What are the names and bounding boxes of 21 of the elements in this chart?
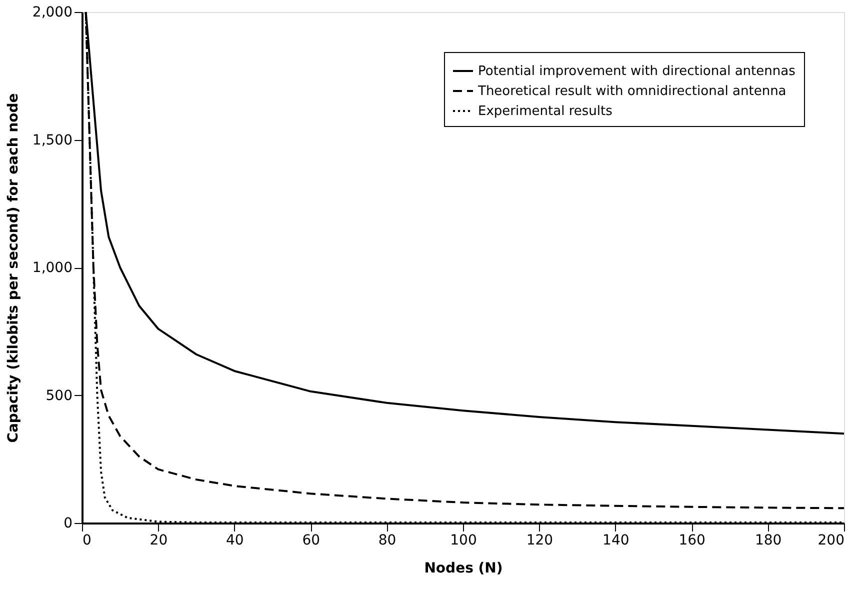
x-tick-label: 180 — [754, 532, 782, 548]
x-axis-title: Nodes (N) — [424, 560, 503, 576]
x-tick-label: 20 — [150, 532, 168, 548]
y-tick-label: 0 — [64, 516, 72, 532]
y-axis-title: Capacity (kilobits per second) for each node — [5, 93, 22, 443]
legend-label: Experimental results — [478, 104, 613, 119]
y-tick-label: 1,000 — [32, 260, 72, 276]
x-tick-label: 100 — [450, 532, 477, 548]
x-tick-label: 200 — [818, 532, 844, 548]
x-tick-label: 60 — [302, 532, 320, 548]
legend-label: Theoretical result with omnidirectional antenna — [477, 84, 786, 99]
legend-label: Potential improvement with directional antennas — [478, 64, 796, 79]
x-tick-label: 120 — [526, 532, 554, 548]
x-tick-label: 0 — [82, 532, 92, 548]
y-tick-label: 1,500 — [32, 132, 72, 148]
y-tick-label: 2,000 — [32, 4, 72, 20]
x-tick-label: 140 — [602, 532, 630, 548]
x-tick-label: 160 — [678, 532, 706, 548]
x-tick-label: 80 — [378, 532, 396, 548]
y-tick-label: 500 — [46, 388, 72, 404]
x-tick-label: 40 — [226, 532, 244, 548]
